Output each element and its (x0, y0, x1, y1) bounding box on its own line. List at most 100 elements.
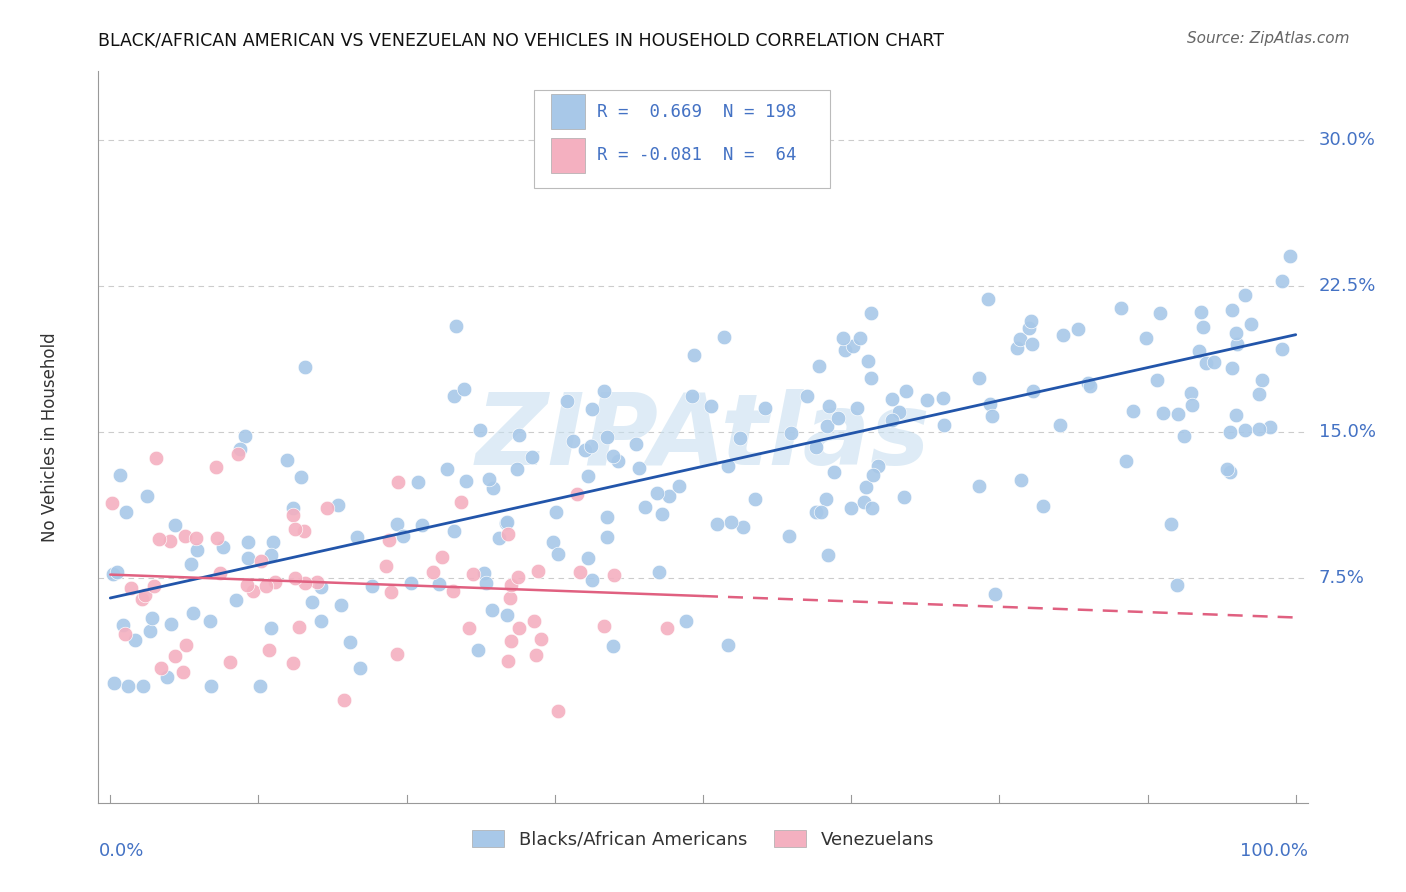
Point (574, 443, 596, 458)
Point (254, 579, 277, 593)
Point (186, 543, 208, 558)
Point (165, 648, 187, 663)
Point (823, 466, 845, 480)
Point (375, 559, 398, 574)
Point (543, 534, 565, 549)
Point (181, 606, 204, 620)
Point (1195, 356, 1218, 370)
Point (520, 450, 543, 464)
Point (1271, 343, 1294, 357)
Point (1160, 517, 1182, 532)
Point (309, 614, 332, 628)
Point (496, 515, 519, 529)
Point (880, 413, 903, 427)
Point (200, 679, 222, 693)
Point (108, 467, 131, 482)
Point (856, 353, 879, 368)
Point (290, 470, 312, 484)
Point (294, 359, 316, 374)
Point (481, 602, 503, 616)
Text: 22.5%: 22.5% (1319, 277, 1376, 295)
Point (150, 661, 173, 675)
Point (839, 501, 862, 516)
Point (979, 397, 1001, 411)
Point (778, 529, 800, 543)
Point (441, 584, 464, 599)
Point (596, 530, 619, 544)
Point (1222, 360, 1244, 375)
Point (848, 331, 870, 345)
Point (1225, 326, 1247, 340)
Point (592, 384, 614, 399)
Point (530, 632, 553, 647)
Text: ZIPAtlas: ZIPAtlas (475, 389, 931, 485)
Point (219, 655, 242, 669)
Point (114, 627, 136, 641)
Point (346, 530, 368, 544)
Point (391, 529, 413, 543)
Point (1166, 577, 1188, 591)
Point (159, 534, 181, 549)
Point (457, 621, 479, 635)
Point (1005, 341, 1028, 355)
Point (880, 392, 903, 406)
Point (432, 549, 454, 564)
Point (481, 481, 503, 495)
Text: 7.5%: 7.5% (1319, 569, 1365, 588)
Point (814, 492, 837, 507)
Point (236, 578, 259, 592)
Point (527, 565, 550, 579)
Point (496, 654, 519, 668)
Point (817, 548, 839, 562)
Point (436, 461, 458, 475)
Point (754, 401, 776, 416)
Point (887, 405, 910, 419)
Point (281, 501, 304, 516)
Point (453, 382, 475, 396)
Point (339, 635, 361, 649)
Point (915, 392, 938, 407)
Point (1249, 387, 1271, 401)
Point (242, 583, 264, 598)
Point (1271, 274, 1294, 288)
Point (292, 524, 315, 538)
Point (159, 617, 181, 632)
Point (1173, 429, 1195, 443)
Point (581, 401, 603, 416)
Point (281, 508, 304, 522)
Point (186, 531, 208, 545)
Point (1258, 419, 1281, 434)
Point (731, 520, 754, 534)
Point (233, 429, 256, 443)
Point (236, 534, 259, 549)
Point (1135, 330, 1157, 344)
FancyBboxPatch shape (551, 138, 585, 173)
Point (648, 565, 671, 579)
Text: BLACK/AFRICAN AMERICAN VS VENEZUELAN NO VEHICLES IN HOUSEHOLD CORRELATION CHART: BLACK/AFRICAN AMERICAN VS VENEZUELAN NO … (98, 31, 945, 49)
Point (226, 447, 249, 461)
Point (1032, 499, 1054, 513)
Point (349, 661, 371, 675)
Point (209, 566, 232, 580)
Point (1080, 379, 1102, 393)
Text: 100.0%: 100.0% (1240, 842, 1308, 860)
Point (780, 425, 803, 440)
Point (568, 565, 591, 579)
Point (1049, 417, 1071, 432)
Text: R = -0.081  N =  64: R = -0.081 N = 64 (596, 146, 796, 164)
Point (862, 501, 884, 516)
Point (651, 507, 673, 521)
Point (547, 547, 569, 561)
Point (657, 621, 679, 635)
Point (283, 656, 305, 670)
Point (478, 472, 501, 486)
Point (967, 371, 990, 385)
Point (139, 624, 162, 638)
Text: 15.0%: 15.0% (1319, 423, 1375, 442)
Point (461, 566, 484, 581)
Point (105, 565, 128, 579)
Legend: Blacks/African Americans, Venezuelans: Blacks/African Americans, Venezuelans (464, 822, 942, 856)
Point (1021, 337, 1043, 351)
Point (264, 575, 287, 590)
Point (141, 611, 163, 625)
